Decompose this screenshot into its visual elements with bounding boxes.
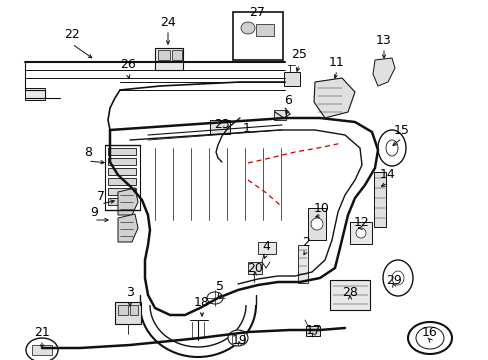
Bar <box>172 50 182 60</box>
Text: 3: 3 <box>126 287 134 300</box>
Text: 6: 6 <box>284 94 291 107</box>
Ellipse shape <box>227 330 247 346</box>
Text: 29: 29 <box>386 274 401 287</box>
Ellipse shape <box>26 338 58 360</box>
Bar <box>297 245 307 283</box>
Text: 9: 9 <box>90 207 98 220</box>
Text: 18: 18 <box>194 296 209 309</box>
Bar <box>118 305 128 315</box>
Bar <box>209 120 229 134</box>
Bar <box>158 50 170 60</box>
Bar <box>108 168 136 175</box>
Ellipse shape <box>241 22 254 34</box>
Bar <box>256 24 273 36</box>
Bar <box>349 222 371 244</box>
Ellipse shape <box>385 140 397 156</box>
Text: 19: 19 <box>232 333 247 346</box>
Text: 24: 24 <box>160 15 176 28</box>
Bar <box>247 262 262 274</box>
Text: 13: 13 <box>375 33 391 46</box>
Text: 26: 26 <box>120 58 136 72</box>
Bar <box>108 178 136 185</box>
Ellipse shape <box>391 271 403 285</box>
Bar <box>273 110 285 120</box>
Bar <box>155 48 183 70</box>
Bar <box>130 305 138 315</box>
Bar <box>329 280 369 310</box>
Ellipse shape <box>355 228 365 238</box>
Bar <box>284 72 299 86</box>
Text: 2: 2 <box>302 237 309 249</box>
Text: 8: 8 <box>84 147 92 159</box>
Bar <box>115 302 141 324</box>
Bar <box>258 242 275 254</box>
Text: 10: 10 <box>313 202 329 215</box>
Text: 5: 5 <box>216 280 224 293</box>
Ellipse shape <box>415 327 443 349</box>
Text: 25: 25 <box>290 49 306 62</box>
Bar <box>25 88 45 100</box>
Text: 7: 7 <box>97 189 105 202</box>
Polygon shape <box>372 58 394 86</box>
Text: 17: 17 <box>305 324 321 337</box>
Ellipse shape <box>407 322 451 354</box>
Text: 20: 20 <box>246 261 263 274</box>
Text: 15: 15 <box>393 123 409 136</box>
Text: 21: 21 <box>34 327 50 339</box>
Text: 12: 12 <box>353 216 369 229</box>
Bar <box>108 158 136 165</box>
Text: 23: 23 <box>214 118 229 131</box>
Bar <box>373 172 385 227</box>
Bar <box>232 12 283 60</box>
Text: 16: 16 <box>421 327 437 339</box>
Text: 11: 11 <box>328 55 344 68</box>
Text: 14: 14 <box>379 168 395 181</box>
Text: 1: 1 <box>243 122 250 135</box>
Polygon shape <box>118 188 138 215</box>
Ellipse shape <box>310 218 323 230</box>
Bar <box>305 326 319 336</box>
Bar <box>32 345 52 355</box>
Text: 4: 4 <box>262 239 269 252</box>
Polygon shape <box>118 214 138 242</box>
Bar <box>108 188 136 195</box>
Polygon shape <box>313 78 354 118</box>
Ellipse shape <box>382 260 412 296</box>
Ellipse shape <box>377 130 405 166</box>
Text: 22: 22 <box>64 28 80 41</box>
Bar <box>231 333 244 343</box>
Bar <box>108 198 136 205</box>
Bar <box>108 148 136 155</box>
Text: 28: 28 <box>342 287 357 300</box>
Ellipse shape <box>206 292 223 304</box>
Bar <box>307 208 325 240</box>
Text: 27: 27 <box>248 5 264 18</box>
